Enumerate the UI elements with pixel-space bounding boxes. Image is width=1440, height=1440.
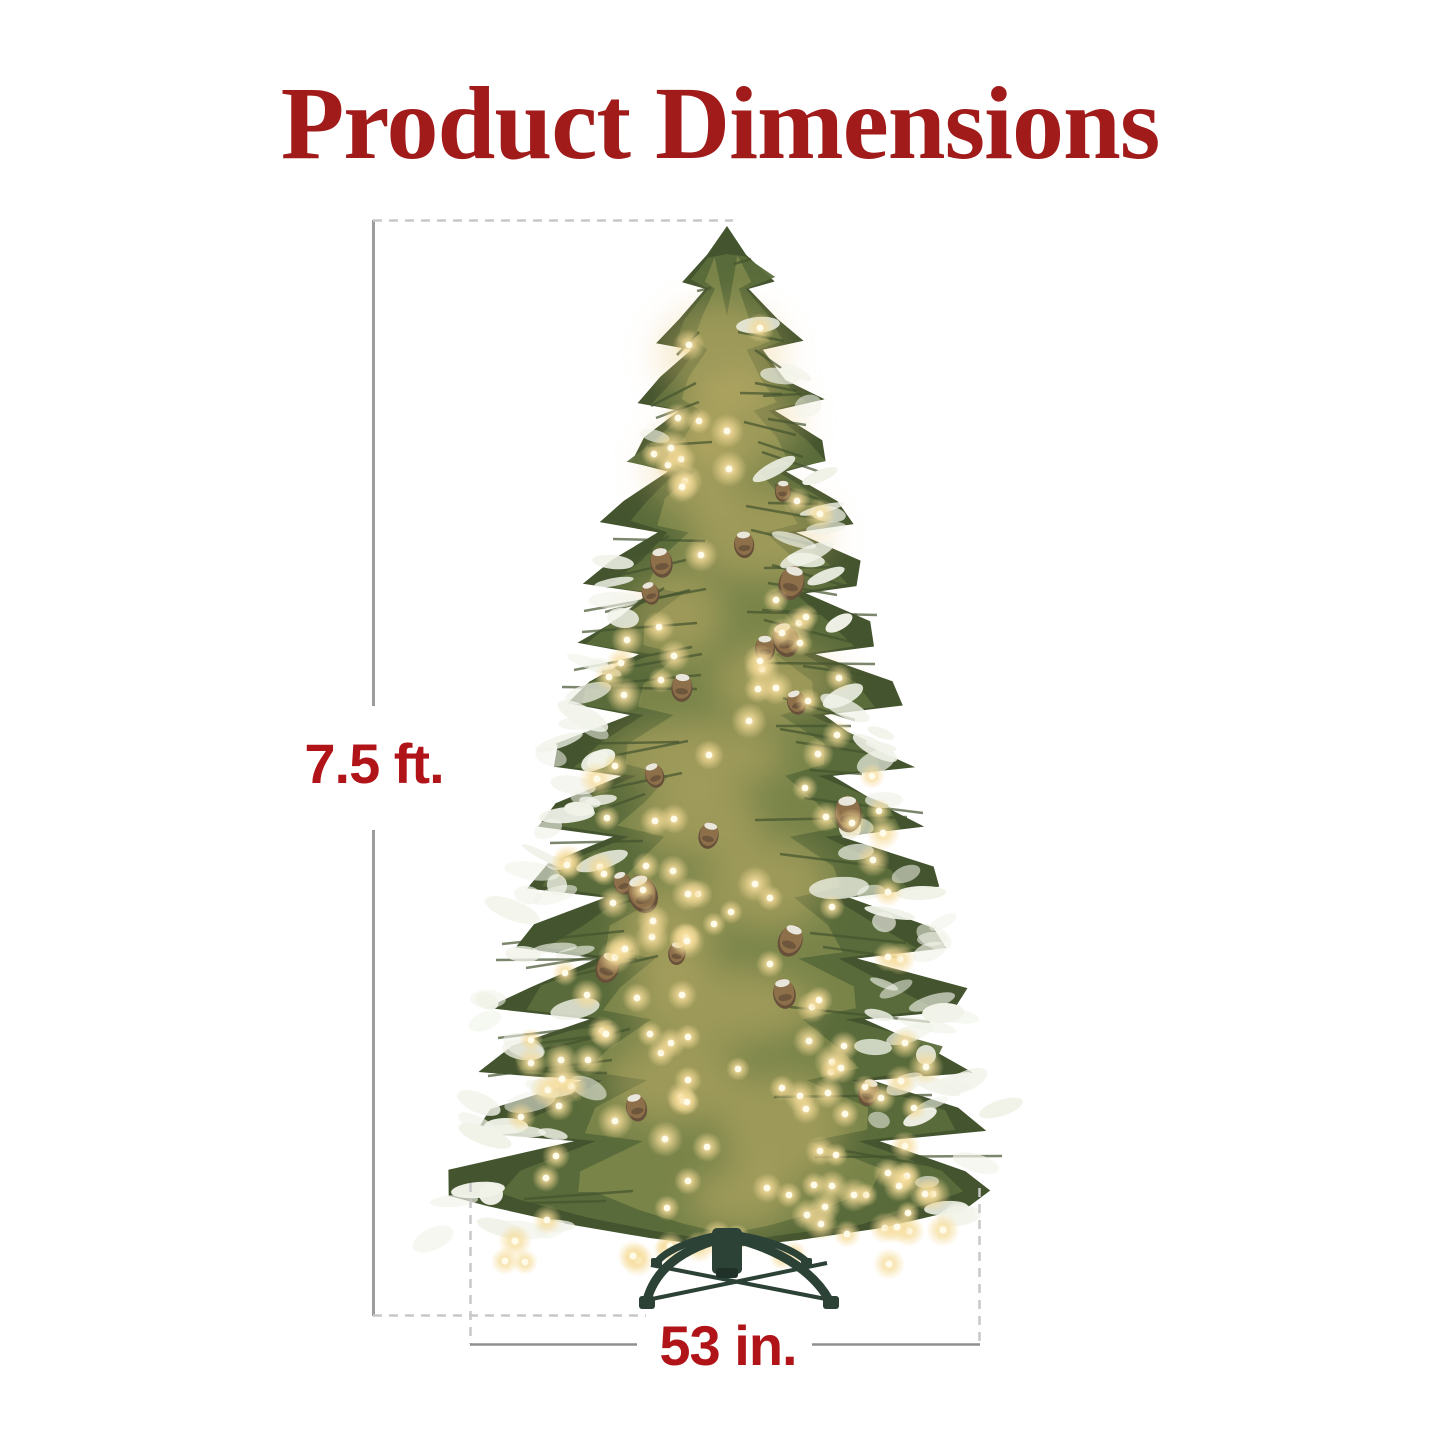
page-title: Product Dimensions <box>280 66 1161 181</box>
width-dimension-line <box>469 1183 981 1346</box>
height-dimension-label: 7.5 ft. <box>304 732 444 795</box>
width-dimension-label: 53 in. <box>659 1314 797 1377</box>
height-dimension-line <box>372 219 733 1317</box>
tree-stand <box>639 1228 839 1309</box>
christmas-tree <box>412 226 1024 1280</box>
